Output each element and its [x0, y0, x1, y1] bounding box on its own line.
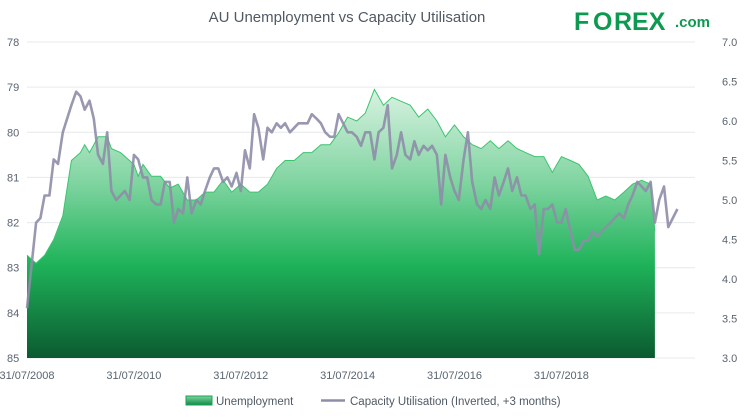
- logo-suffix: .com: [675, 14, 710, 31]
- capacity-utilisation-line: [25, 90, 679, 309]
- right-tick-label: 5.0: [722, 195, 737, 207]
- x-tick-label: 31/07/2016: [427, 370, 482, 382]
- right-tick-label: 6.0: [722, 116, 737, 128]
- legend-label-capacity: Capacity Utilisation (Inverted, +3 month…: [350, 396, 561, 408]
- left-tick-label: 85: [7, 353, 19, 365]
- right-tick-label: 4.0: [722, 274, 737, 286]
- left-tick-label: 83: [7, 263, 19, 275]
- unemployment-area: [27, 89, 655, 359]
- right-tick-label: 4.5: [722, 235, 737, 247]
- left-tick-label: 79: [7, 82, 19, 94]
- legend-swatch-unemployment: [185, 395, 213, 406]
- x-tick-label: 31/07/2010: [106, 370, 161, 382]
- x-tick-label: 31/07/2014: [320, 370, 375, 382]
- left-tick-label: 78: [7, 37, 19, 49]
- left-tick-label: 82: [7, 218, 19, 230]
- forex-logo: F O REX .com: [574, 8, 710, 36]
- right-tick-label: 7.0: [722, 37, 737, 49]
- unemployment-line: [26, 88, 656, 264]
- right-tick-label: 3.5: [722, 314, 737, 326]
- left-axis: 78 79 80 81 82 83 84 85: [7, 37, 19, 365]
- left-tick-label: 81: [7, 172, 19, 184]
- x-tick-label: 31/07/2012: [213, 370, 268, 382]
- right-tick-label: 3.0: [722, 353, 737, 365]
- x-tick-label: 31/07/2018: [534, 370, 589, 382]
- logo-letter-f: F: [574, 8, 589, 36]
- legend-label-unemployment: Unemployment: [216, 396, 294, 408]
- right-tick-label: 6.5: [722, 77, 737, 89]
- logo-letter-o: O: [593, 8, 612, 36]
- legend: Unemployment Capacity Utilisation (Inver…: [185, 395, 561, 408]
- logo-letters-rex: REX: [614, 8, 666, 36]
- x-tick-label: 31/07/2008: [0, 370, 55, 382]
- left-tick-label: 84: [7, 308, 19, 320]
- left-tick-label: 80: [7, 127, 19, 139]
- chart-title: AU Unemployment vs Capacity Utilisation: [209, 9, 486, 26]
- right-axis: 7.0 6.5 6.0 5.5 5.0 4.5 4.0 3.5 3.0: [722, 37, 737, 365]
- x-axis: 31/07/2008 31/07/2010 31/07/2012 31/07/2014…: [0, 370, 589, 382]
- right-tick-label: 5.5: [722, 156, 737, 168]
